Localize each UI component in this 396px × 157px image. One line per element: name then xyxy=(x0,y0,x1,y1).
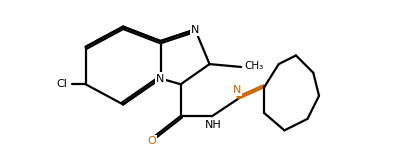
Text: Cl: Cl xyxy=(56,79,67,89)
Text: N: N xyxy=(233,85,242,95)
Text: NH: NH xyxy=(205,120,222,130)
Text: N: N xyxy=(156,73,165,84)
Text: N: N xyxy=(191,24,199,35)
Text: O: O xyxy=(148,136,156,146)
Text: CH₃: CH₃ xyxy=(244,61,263,71)
